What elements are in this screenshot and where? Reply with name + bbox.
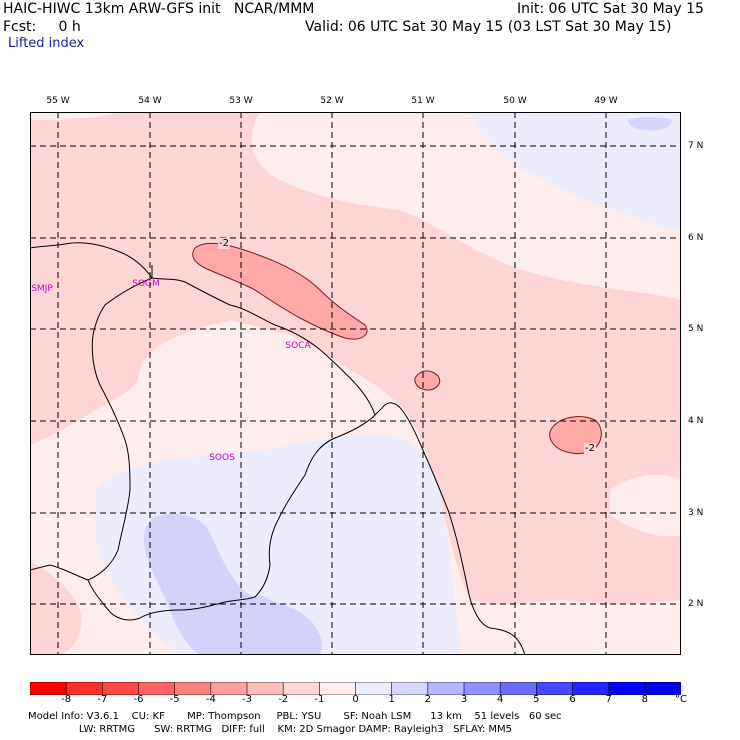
colorbar-tick-label: 8 (641, 694, 649, 705)
lon-label: 54 W (138, 96, 162, 106)
lifted-index-map (30, 112, 681, 655)
valid-time: Valid: 06 UTC Sat 30 May 15 (03 LST Sat … (305, 19, 672, 35)
colorbar-tick-label: 3 (460, 694, 468, 705)
li-minus1-region (30, 112, 681, 605)
coastline (30, 242, 526, 655)
colorbar-swatch (391, 681, 429, 696)
colorbar-tick-label: -5 (169, 694, 180, 705)
contour-label: -2 (218, 238, 230, 249)
lon-label: 53 W (229, 96, 253, 106)
li-minus2-contour (414, 370, 441, 391)
model-info-line2: LW: RRTMG SW: RRTMG DIFF: full KM: 2D Sm… (28, 724, 513, 735)
colorbar-tick-label: -6 (133, 694, 144, 705)
field-fill (30, 112, 120, 120)
lon-label: 52 W (320, 96, 344, 106)
lat-label: 2 N (688, 599, 704, 609)
colorbar-tick-label: 6 (569, 694, 576, 705)
lat-label: 6 N (688, 233, 704, 243)
colorbar-tick-label: 4 (496, 694, 504, 705)
border-suriname-guyana (30, 277, 153, 581)
colorbar-tick-label: 5 (533, 694, 540, 705)
colorbar-swatch (355, 681, 393, 696)
lat-label: 7 N (688, 141, 704, 151)
li-plus2-region (144, 513, 322, 655)
li-plus2-region (628, 117, 672, 131)
colorbar-tick-label: -1 (314, 694, 325, 705)
lon-label: 51 W (411, 96, 435, 106)
lat-label: 5 N (688, 324, 704, 334)
colorbar-swatch (427, 681, 465, 696)
colorbar-swatch (499, 681, 538, 696)
field-name: Lifted index (8, 36, 85, 51)
li-minus2-contour (192, 242, 368, 340)
colorbar-swatch (572, 681, 610, 696)
colorbar-tick-label: -2 (278, 694, 289, 705)
colorbar-swatch (608, 681, 646, 696)
colorbar-swatches (29, 681, 682, 696)
station-label: SOCA (285, 341, 311, 351)
station-label: SOOS (209, 453, 235, 463)
border-suriname-brazil (87, 414, 376, 621)
lon-label: 50 W (503, 96, 527, 106)
colorbar-swatch (319, 681, 357, 696)
init-time: Init: 06 UTC Sat 30 May 15 (517, 1, 704, 17)
colorbar-tick-label: 7 (605, 694, 612, 705)
colorbar-swatch (536, 681, 574, 696)
station-label: SOGM (132, 279, 160, 289)
colorbar (29, 680, 682, 696)
lat-label: 4 N (688, 416, 704, 426)
colorbar-tick-label: -4 (205, 694, 216, 705)
colorbar-tick-label: 1 (388, 694, 395, 705)
contour-label: -2 (584, 443, 596, 454)
li-plus-region (470, 112, 681, 230)
li-minus1-region (30, 560, 82, 655)
lat-label: 3 N (688, 508, 704, 518)
model-title: HAIC-HIWC 13km ARW-GFS init NCAR/MMM (3, 1, 315, 17)
colorbar-tick-label: 2 (424, 694, 432, 705)
colorbar-tick-label: -8 (61, 694, 72, 705)
lon-label: 55 W (46, 96, 70, 106)
station-label: SMJP (31, 284, 53, 294)
colorbar-swatch (463, 681, 501, 696)
model-info-line1: Model Info: V3.6.1 CU: KF MP: Thompson P… (28, 711, 562, 722)
colorbar-tick-label: -3 (242, 694, 252, 705)
colorbar-tick-label: -7 (97, 694, 108, 705)
map-frame (30, 112, 681, 655)
colorbar-tick-label: 0 (352, 694, 359, 705)
latlon-grid (30, 112, 681, 655)
field-fill (610, 474, 681, 537)
forecast-hour: Fcst: 0 h (3, 19, 81, 35)
lon-label: 49 W (594, 96, 618, 106)
colorbar-unit: °C (675, 694, 687, 705)
